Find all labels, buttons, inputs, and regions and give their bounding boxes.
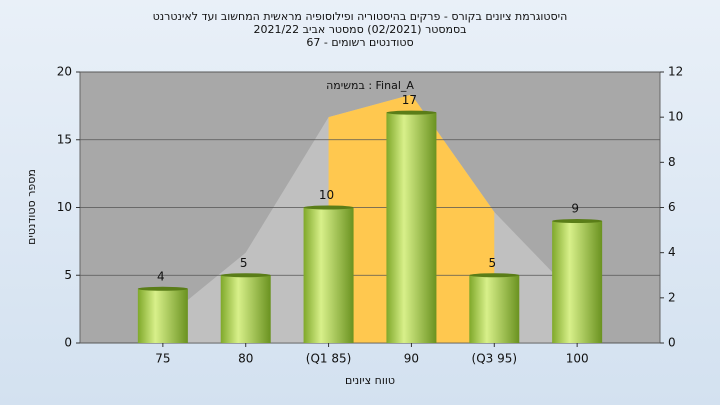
- y2-tick-label: 4: [668, 245, 676, 259]
- y-tick-label: 0: [64, 336, 72, 350]
- y2-tick-label: 0: [668, 336, 676, 350]
- bar: [469, 275, 520, 343]
- x-tick-label: (Q3 95): [472, 352, 518, 366]
- bar: [303, 207, 354, 343]
- data-label: 9: [571, 202, 579, 216]
- y-tick-label: 15: [57, 132, 72, 146]
- data-label: 5: [488, 256, 496, 270]
- bar: [552, 221, 603, 343]
- y-tick-label: 20: [57, 65, 72, 79]
- y2-tick-label: 6: [668, 200, 676, 214]
- y-axis-label: מספר סטודנטים: [25, 169, 38, 245]
- x-tick-label: 80: [238, 352, 253, 366]
- annotation: Final_A : במשימה: [326, 79, 414, 92]
- x-tick-label: 75: [155, 352, 170, 366]
- bar: [137, 288, 188, 343]
- bar: [220, 275, 271, 343]
- data-label: 10: [319, 188, 334, 202]
- y-tick-label: 10: [57, 200, 72, 214]
- chart-title: היסטוגרמת ציונים בקורס - פרקים בהיסטוריה…: [153, 10, 568, 23]
- y2-tick-label: 10: [668, 110, 683, 124]
- bar-top: [220, 273, 271, 278]
- y2-tick-label: 12: [668, 65, 683, 79]
- x-tick-label: 100: [566, 352, 589, 366]
- bar: [386, 112, 437, 344]
- bar-top: [469, 273, 520, 278]
- x-tick-label: (Q1 85): [306, 352, 352, 366]
- data-label: 5: [240, 256, 248, 270]
- bar-top: [386, 110, 437, 115]
- y-tick-label: 5: [64, 268, 72, 282]
- chart-subtitle: סטודנטים רשומים - 67: [306, 36, 413, 49]
- chart-subtitle: בסמסטר (02/2021) סמסטר אביב 2021/22: [253, 23, 466, 36]
- bar-top: [303, 205, 354, 210]
- y2-tick-label: 8: [668, 155, 676, 169]
- bar-top: [552, 219, 603, 224]
- data-label: 17: [402, 93, 417, 107]
- x-axis-label: טווח ציונים: [345, 374, 395, 387]
- data-label: 4: [157, 269, 165, 283]
- y2-tick-label: 2: [668, 290, 676, 304]
- x-tick-label: 90: [404, 352, 419, 366]
- bar-top: [137, 286, 188, 291]
